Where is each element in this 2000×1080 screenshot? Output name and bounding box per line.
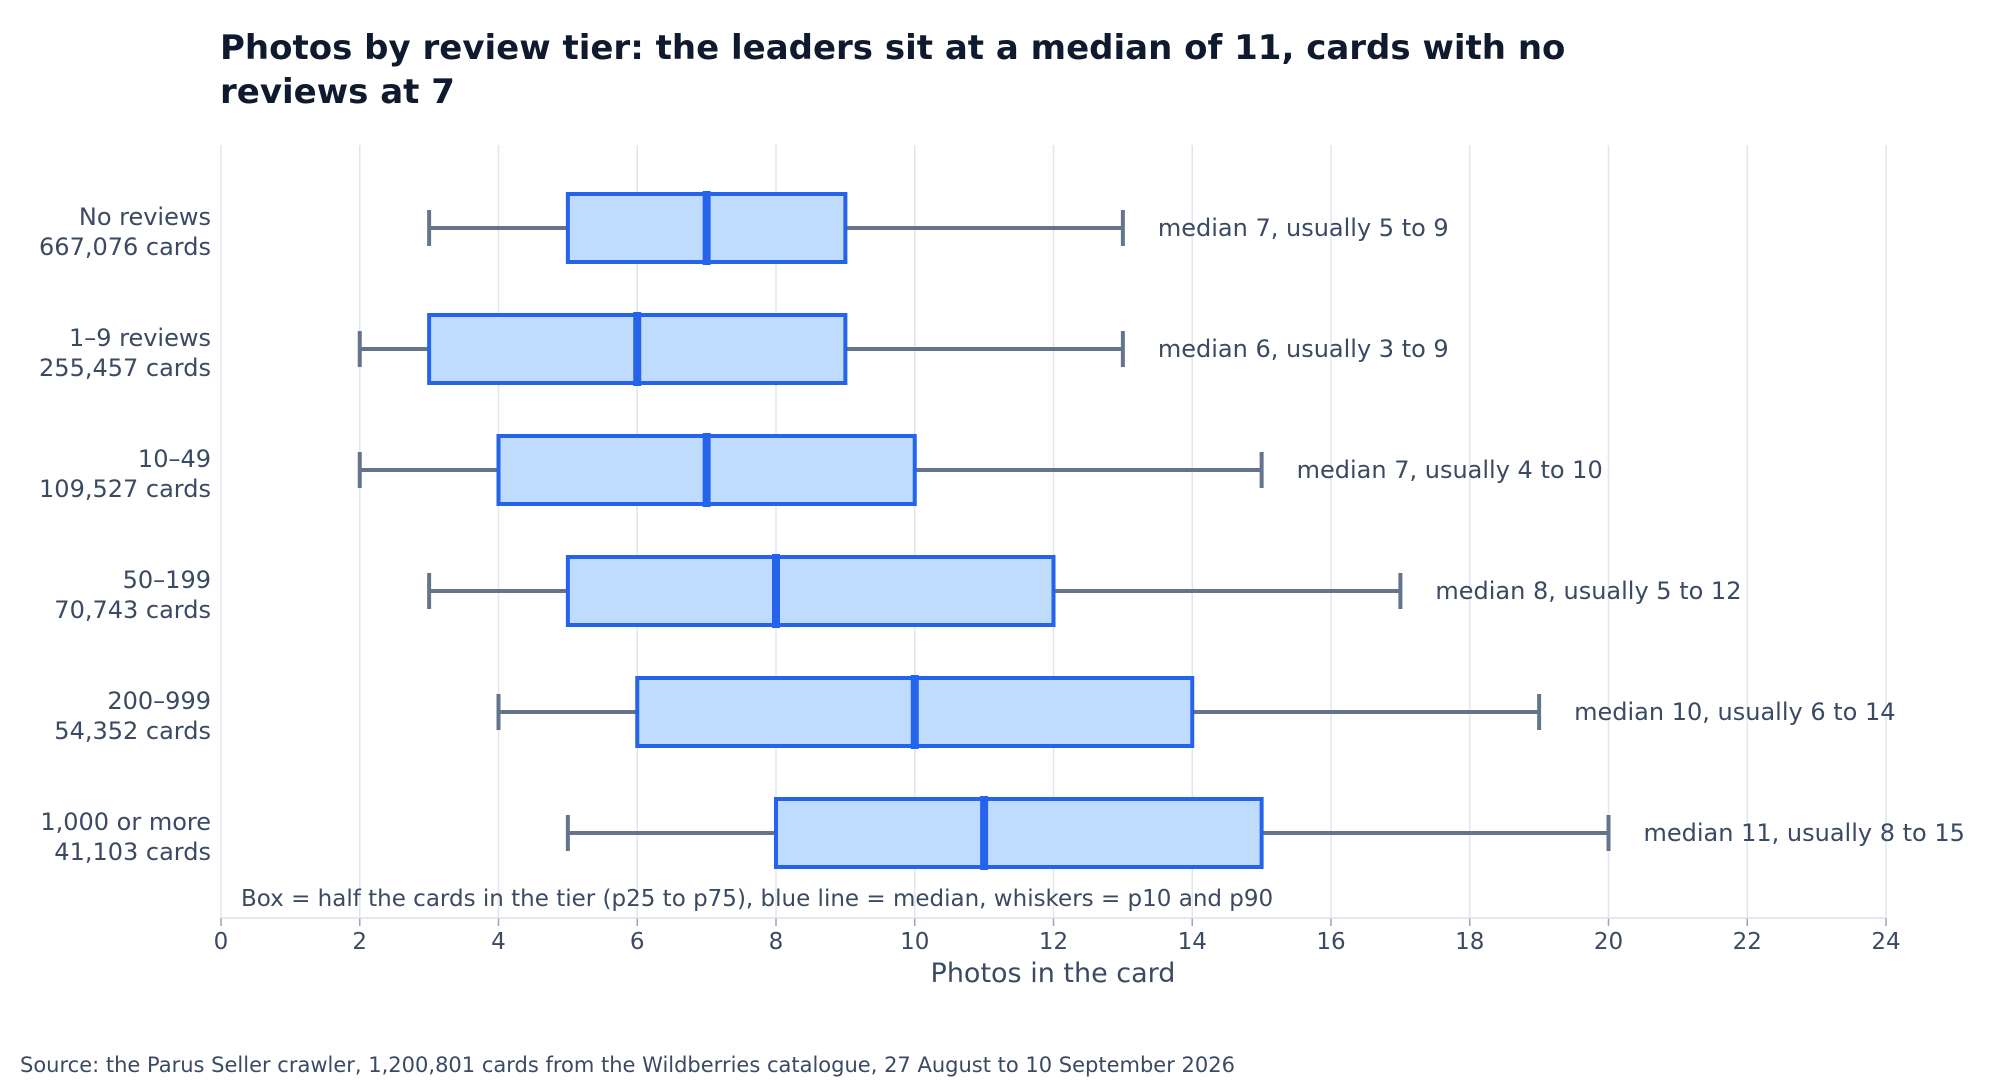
box-annotation: median 8, usually 5 to 12 — [1435, 577, 1741, 605]
category-tier-label: 10–49 — [138, 445, 211, 473]
category-count-label: 109,527 cards — [39, 475, 211, 503]
box-annotation: median 10, usually 6 to 14 — [1574, 698, 1895, 726]
x-tick-label: 4 — [491, 929, 506, 955]
x-tick-label: 20 — [1594, 929, 1623, 955]
box-annotation: median 6, usually 3 to 9 — [1158, 335, 1449, 363]
x-tick-label: 2 — [352, 929, 367, 955]
x-tick-label: 10 — [900, 929, 929, 955]
chart-note: Box = half the cards in the tier (p25 to… — [241, 886, 1273, 912]
box-1: median 7, usually 5 to 9 — [427, 191, 1449, 265]
box-5: median 10, usually 6 to 14 — [496, 675, 1895, 749]
category-count-label: 667,076 cards — [39, 233, 211, 261]
box-2: median 6, usually 3 to 9 — [357, 312, 1449, 386]
grid-lines — [359, 145, 1887, 918]
axes: 0 2 4 6 8 10 12 14 16 18 20 22 24 — [214, 145, 1901, 955]
category-tier-label: 1–9 reviews — [69, 324, 211, 352]
x-axis-label: Photos in the card — [931, 958, 1176, 989]
x-tick-label: 16 — [1316, 929, 1345, 955]
box-4: median 8, usually 5 to 12 — [427, 554, 1741, 628]
x-tick-label: 22 — [1733, 929, 1762, 955]
x-tick-label: 8 — [769, 929, 784, 955]
box-series: median 7, usually 5 to 9 median 6, usuall… — [357, 191, 1965, 870]
box-annotation: median 11, usually 8 to 15 — [1644, 819, 1965, 847]
box-3: median 7, usually 4 to 10 — [357, 433, 1603, 507]
x-tick-label: 18 — [1455, 929, 1484, 955]
category-count-label: 54,352 cards — [54, 717, 211, 745]
category-count-label: 70,743 cards — [54, 596, 211, 624]
source-note: Source: the Parus Seller crawler, 1,200,… — [20, 1053, 1235, 1077]
box-annotation: median 7, usually 5 to 9 — [1158, 214, 1449, 242]
category-tier-label: 50–199 — [123, 566, 211, 594]
x-tick-label: 24 — [1871, 929, 1900, 955]
x-tick-label: 12 — [1039, 929, 1068, 955]
category-count-label: 41,103 cards — [54, 838, 211, 866]
category-count-label: 255,457 cards — [39, 354, 211, 382]
x-tick-label: 0 — [214, 929, 229, 955]
box-annotation: median 7, usually 4 to 10 — [1297, 456, 1603, 484]
box-iqr — [565, 555, 1056, 627]
box-iqr — [774, 797, 1264, 869]
category-tier-label: 200–999 — [107, 687, 211, 715]
x-tick-label: 14 — [1178, 929, 1207, 955]
category-tier-label: 1,000 or more — [40, 808, 211, 836]
category-tier-label: No reviews — [79, 203, 211, 231]
box-6: median 11, usually 8 to 15 — [565, 796, 1965, 870]
chart-title: Photos by review tier: the leaders sit a… — [220, 28, 1566, 112]
x-tick-label: 6 — [630, 929, 645, 955]
